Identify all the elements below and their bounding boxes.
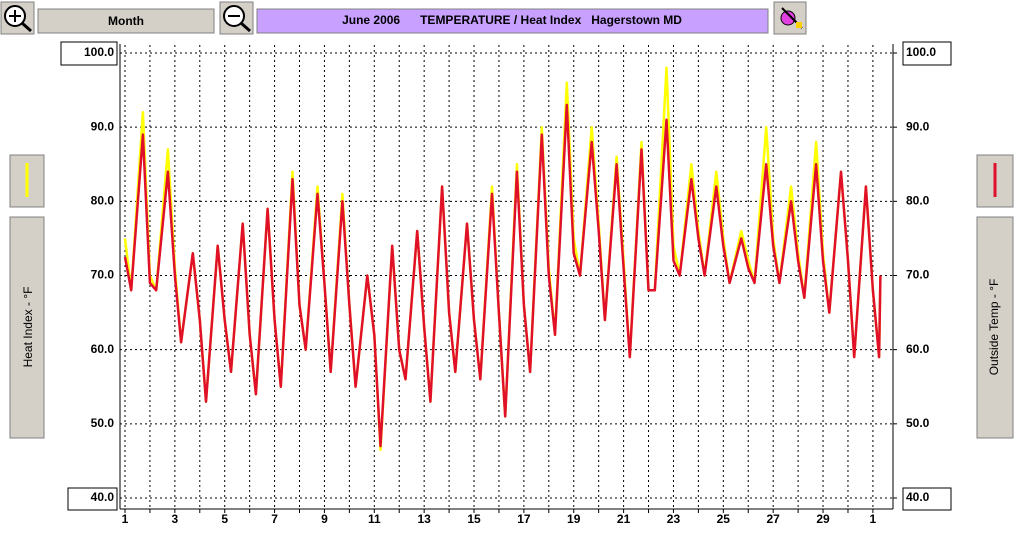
tick-box <box>60 41 118 66</box>
y2-tick-label: 70.0 <box>906 268 930 282</box>
range-button[interactable] <box>37 8 215 34</box>
y-tick-label: 60.0 <box>91 342 115 356</box>
y2-tick-label: 40.0 <box>906 490 930 504</box>
x-tick-label: 29 <box>816 512 830 526</box>
chart-title: June 2006 TEMPERATURE / Heat Index Hager… <box>342 13 682 27</box>
x-tick-label: 11 <box>368 512 381 526</box>
series-line <box>123 103 882 448</box>
axis-label-button[interactable] <box>9 216 45 439</box>
x-tick-label: 13 <box>417 512 431 526</box>
axis-label-button[interactable] <box>976 216 1014 439</box>
y-tick-label: 80.0 <box>91 194 115 208</box>
y-tick-label: 50.0 <box>91 416 115 430</box>
y2-axis-label: Outside Temp - °F <box>987 279 1001 376</box>
tick-box <box>67 487 118 511</box>
x-tick-label: 5 <box>221 512 228 526</box>
x-tick-label: 23 <box>667 512 681 526</box>
y2-tick-label: 50.0 <box>906 416 930 430</box>
y-tick-label: 70.0 <box>91 268 115 282</box>
y-tick-label: 90.0 <box>91 119 115 133</box>
zoom-in-button[interactable] <box>0 1 35 35</box>
x-tick-label: 27 <box>767 512 781 526</box>
y2-tick-label: 90.0 <box>906 119 930 133</box>
zoom-out-button[interactable] <box>219 1 254 35</box>
range-button-label[interactable]: Month <box>108 14 144 28</box>
x-tick-label: 1 <box>870 512 877 526</box>
x-tick-label: 25 <box>717 512 731 526</box>
title-box <box>256 8 769 34</box>
tick-box <box>902 487 952 511</box>
x-tick-label: 3 <box>172 512 179 526</box>
x-tick-label: 21 <box>617 512 631 526</box>
x-tick-label: 15 <box>467 512 481 526</box>
y-axis-label: Heat Index - °F <box>21 287 35 368</box>
color-button[interactable] <box>773 1 807 35</box>
x-tick-label: 1 <box>122 512 129 526</box>
x-tick-label: 7 <box>271 512 278 526</box>
y-tick-label: 40.0 <box>91 490 115 504</box>
tick-box <box>902 41 952 66</box>
x-tick-label: 19 <box>567 512 581 526</box>
y2-tick-label: 80.0 <box>906 194 930 208</box>
y2-tick-label: 100.0 <box>906 45 936 59</box>
y-tick-label: 100.0 <box>84 45 114 59</box>
y2-tick-label: 60.0 <box>906 342 930 356</box>
x-tick-label: 9 <box>321 512 328 526</box>
x-tick-label: 17 <box>517 512 531 526</box>
